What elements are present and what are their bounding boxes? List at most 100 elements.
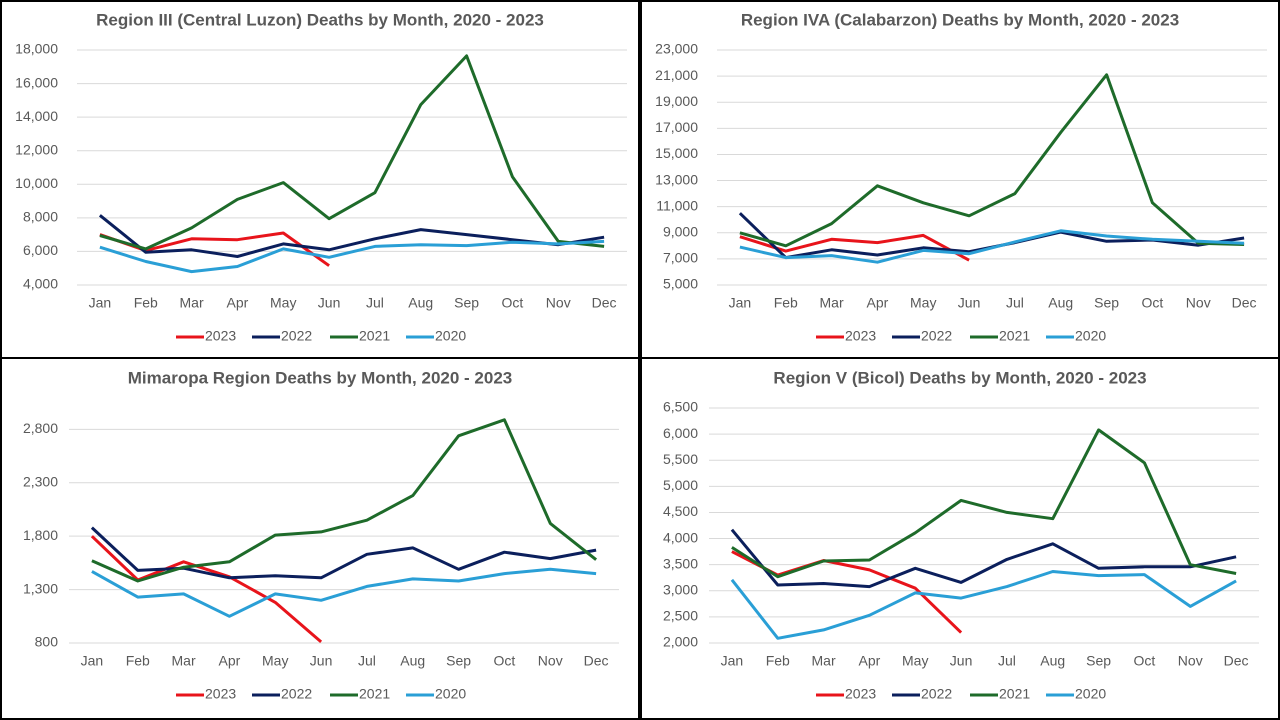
x-tick-label: Oct xyxy=(1142,295,1164,311)
series-line xyxy=(91,418,598,583)
x-tick-label: Mar xyxy=(812,653,836,669)
y-tick-label: 14,000 xyxy=(15,108,58,124)
y-tick-label: 5,000 xyxy=(663,276,698,292)
chart-title: Region IVA (Calabarzon) Deaths by Month,… xyxy=(741,10,1179,29)
x-tick-label: Jun xyxy=(958,295,981,311)
x-tick-label: Feb xyxy=(766,653,790,669)
series-line xyxy=(91,567,597,618)
x-tick-label: Apr xyxy=(859,653,881,669)
chart-title: Region V (Bicol) Deaths by Month, 2020 -… xyxy=(773,368,1146,387)
x-tick-label: Dec xyxy=(1232,295,1257,311)
y-tick-label: 16,000 xyxy=(15,74,58,90)
y-tick-label: 6,000 xyxy=(663,425,698,441)
series-line xyxy=(738,212,1245,260)
series-line xyxy=(98,214,605,258)
legend-label: 2020 xyxy=(435,686,466,702)
x-tick-label: Aug xyxy=(400,653,425,669)
series-line xyxy=(99,231,330,267)
series-line xyxy=(99,239,605,274)
x-tick-label: Mar xyxy=(172,653,196,669)
legend-label: 2022 xyxy=(921,686,952,702)
series-line xyxy=(731,550,963,634)
x-tick-label: Feb xyxy=(126,653,150,669)
y-tick-label: 2,500 xyxy=(663,608,698,624)
x-tick-label: Jul xyxy=(1006,295,1024,311)
y-tick-label: 6,000 xyxy=(23,242,58,258)
y-tick-label: 7,000 xyxy=(663,250,698,266)
x-tick-label: Oct xyxy=(1134,653,1156,669)
x-tick-label: Sep xyxy=(454,295,479,311)
y-tick-label: 2,800 xyxy=(23,420,58,436)
series-line xyxy=(739,229,1245,264)
legend-label: 2022 xyxy=(281,686,312,702)
x-tick-label: Jan xyxy=(89,295,112,311)
chart: Region IVA (Calabarzon) Deaths by Month,… xyxy=(655,10,1267,344)
legend-label: 2020 xyxy=(435,328,466,344)
x-tick-label: Mar xyxy=(820,295,844,311)
legend-label: 2023 xyxy=(205,686,236,702)
y-tick-label: 13,000 xyxy=(655,171,698,187)
x-tick-label: Sep xyxy=(1086,653,1111,669)
y-tick-label: 4,000 xyxy=(663,529,698,545)
chart: Mimaropa Region Deaths by Month, 2020 - … xyxy=(23,368,619,702)
y-tick-label: 1,800 xyxy=(23,527,58,543)
legend-label: 2021 xyxy=(359,686,390,702)
series-line xyxy=(739,73,1245,248)
x-tick-label: Apr xyxy=(227,295,249,311)
y-tick-label: 4,000 xyxy=(23,276,58,292)
x-tick-label: Apr xyxy=(219,653,241,669)
panel-border xyxy=(0,357,640,720)
x-tick-label: Aug xyxy=(408,295,433,311)
legend-label: 2020 xyxy=(1075,686,1106,702)
y-tick-label: 5,500 xyxy=(663,451,698,467)
x-tick-label: Sep xyxy=(1094,295,1119,311)
chart-title: Region III (Central Luzon) Deaths by Mon… xyxy=(96,10,544,29)
legend-label: 2022 xyxy=(281,328,312,344)
y-tick-label: 6,500 xyxy=(663,399,698,415)
x-tick-label: Nov xyxy=(546,295,571,311)
legend-label: 2023 xyxy=(845,328,876,344)
y-tick-label: 17,000 xyxy=(655,119,698,135)
x-tick-label: Jul xyxy=(366,295,384,311)
x-tick-label: Nov xyxy=(1178,653,1203,669)
y-tick-label: 23,000 xyxy=(655,41,698,57)
x-tick-label: Dec xyxy=(1224,653,1249,669)
legend-label: 2021 xyxy=(999,686,1030,702)
legend-label: 2022 xyxy=(921,328,952,344)
legend-label: 2021 xyxy=(359,328,390,344)
x-tick-label: Dec xyxy=(584,653,609,669)
series-line xyxy=(99,54,605,251)
x-tick-label: Sep xyxy=(446,653,471,669)
x-tick-label: Nov xyxy=(538,653,563,669)
y-tick-label: 2,000 xyxy=(663,634,698,650)
x-tick-label: Jun xyxy=(950,653,973,669)
x-tick-label: Feb xyxy=(774,295,798,311)
legend-label: 2023 xyxy=(205,328,236,344)
x-tick-label: Oct xyxy=(494,653,516,669)
y-tick-label: 800 xyxy=(35,634,59,650)
x-tick-label: Jul xyxy=(358,653,376,669)
y-tick-label: 21,000 xyxy=(655,67,698,83)
y-tick-label: 3,500 xyxy=(663,555,698,571)
y-tick-label: 1,300 xyxy=(23,580,58,596)
x-tick-label: Aug xyxy=(1048,295,1073,311)
x-tick-label: Mar xyxy=(180,295,204,311)
x-tick-label: May xyxy=(270,295,296,311)
x-tick-label: Jan xyxy=(81,653,104,669)
chart: Region III (Central Luzon) Deaths by Mon… xyxy=(15,10,627,344)
y-tick-label: 8,000 xyxy=(23,209,58,225)
y-tick-label: 19,000 xyxy=(655,93,698,109)
y-tick-label: 12,000 xyxy=(15,141,58,157)
y-tick-label: 4,500 xyxy=(663,503,698,519)
x-tick-label: Oct xyxy=(502,295,524,311)
y-tick-label: 2,300 xyxy=(23,473,58,489)
x-tick-label: Jul xyxy=(998,653,1016,669)
chart: Region V (Bicol) Deaths by Month, 2020 -… xyxy=(663,368,1259,702)
series-line xyxy=(90,526,597,580)
legend-label: 2020 xyxy=(1075,328,1106,344)
x-tick-label: Dec xyxy=(592,295,617,311)
x-tick-label: Feb xyxy=(134,295,158,311)
panel-border xyxy=(640,357,1280,720)
